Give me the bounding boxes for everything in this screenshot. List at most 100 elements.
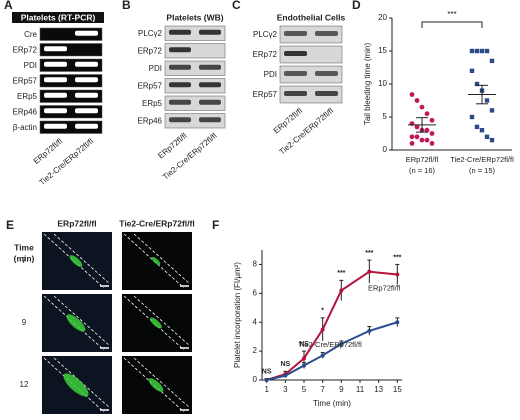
y-tick-label: 2 — [253, 346, 258, 355]
y-tick-label: 0 — [253, 375, 258, 384]
band — [169, 47, 191, 53]
thrombus — [148, 378, 164, 392]
panel-title: Endothelial Cells — [277, 12, 346, 22]
row-label: ERp57 — [138, 81, 163, 90]
band — [199, 99, 221, 105]
panel-label: F — [212, 218, 219, 232]
blot — [164, 95, 226, 111]
row-label: ERp57 — [13, 76, 38, 85]
row-label: ERp5 — [17, 92, 38, 101]
blot — [279, 25, 343, 44]
header-bar — [12, 12, 104, 23]
panel-label: D — [352, 0, 361, 12]
point — [320, 327, 325, 332]
point — [414, 98, 420, 103]
annotation: NS — [262, 368, 272, 375]
x-tick-label: Tie2-Cre/ERp72fl/fl — [450, 155, 514, 164]
y-tick-label: 5 — [383, 112, 388, 121]
point — [484, 134, 490, 139]
blot — [164, 60, 226, 76]
row-label: ERp72 — [13, 45, 38, 54]
point — [474, 124, 480, 130]
significance-bracket — [421, 21, 483, 28]
blot — [279, 65, 343, 84]
band — [284, 31, 307, 36]
series-name: Tie2-Cre/ERp72fl/fl — [298, 340, 362, 349]
point — [484, 98, 490, 103]
x-tick-label: 1 — [264, 385, 269, 394]
band — [284, 51, 307, 56]
band — [315, 71, 338, 76]
y-tick-label: 8 — [253, 260, 258, 269]
blot — [279, 85, 343, 104]
point — [414, 134, 420, 140]
annotation: *** — [337, 270, 345, 277]
vessel-edge — [133, 295, 191, 347]
band — [44, 123, 67, 129]
column-header: ERp72fl/fl — [57, 218, 96, 228]
x-tick-label: 3 — [283, 385, 288, 394]
band — [75, 123, 98, 129]
blot — [164, 43, 226, 59]
band — [169, 64, 191, 70]
series-name: ERp72fl/fl — [368, 284, 401, 293]
band — [75, 77, 98, 83]
point — [429, 141, 435, 146]
vessel-edge — [53, 295, 111, 347]
row-label: PLCγ2 — [138, 29, 163, 38]
band — [44, 92, 67, 98]
y-axis-title: Tail bleeding time (min) — [363, 43, 372, 126]
point — [474, 81, 480, 87]
thrombus — [151, 256, 161, 266]
band — [284, 91, 307, 96]
thrombus — [69, 255, 83, 267]
row-label: ERp5 — [142, 99, 163, 108]
row-label: ERp72 — [253, 50, 278, 59]
row-label: ERp46 — [138, 116, 163, 125]
point — [419, 104, 425, 110]
significance: *** — [447, 10, 456, 19]
point — [339, 341, 344, 346]
x-tick-note: (n = 15) — [469, 166, 496, 175]
row-label: ERp57 — [253, 90, 278, 99]
band — [284, 71, 307, 76]
row-label: PLCγ2 — [253, 30, 278, 39]
band — [199, 82, 221, 88]
x-tick-label: 15 — [393, 385, 402, 394]
y-tick-label: 10 — [378, 79, 387, 88]
band — [199, 29, 221, 35]
point — [302, 356, 306, 361]
band — [75, 92, 98, 98]
blot — [164, 113, 226, 129]
point — [429, 131, 435, 136]
point — [320, 353, 325, 358]
panel-label: C — [232, 0, 241, 12]
point — [484, 48, 490, 54]
band — [44, 77, 67, 83]
row-label: PDI — [24, 61, 37, 70]
band — [44, 61, 67, 67]
row-label: Cre — [24, 30, 37, 39]
blot — [164, 78, 226, 94]
point — [395, 320, 400, 325]
panel-label: E — [6, 218, 14, 232]
point — [469, 48, 475, 54]
point — [409, 141, 415, 146]
panel-title: Platelets (WB) — [166, 12, 223, 22]
x-tick-label: ERp72fl/fl — [406, 155, 439, 164]
point — [395, 272, 400, 277]
row-label: 9 — [22, 318, 27, 327]
point — [302, 363, 306, 368]
point — [469, 68, 475, 73]
point — [489, 108, 495, 113]
x-tick-label: 5 — [302, 385, 307, 394]
point — [367, 328, 372, 333]
blot — [279, 45, 343, 64]
point — [469, 114, 475, 120]
vessel-edge — [133, 233, 191, 285]
y-tick-label: 15 — [378, 46, 387, 55]
point — [479, 48, 485, 54]
x-tick-label: 7 — [320, 385, 325, 394]
x-tick-label: 9 — [339, 385, 344, 394]
